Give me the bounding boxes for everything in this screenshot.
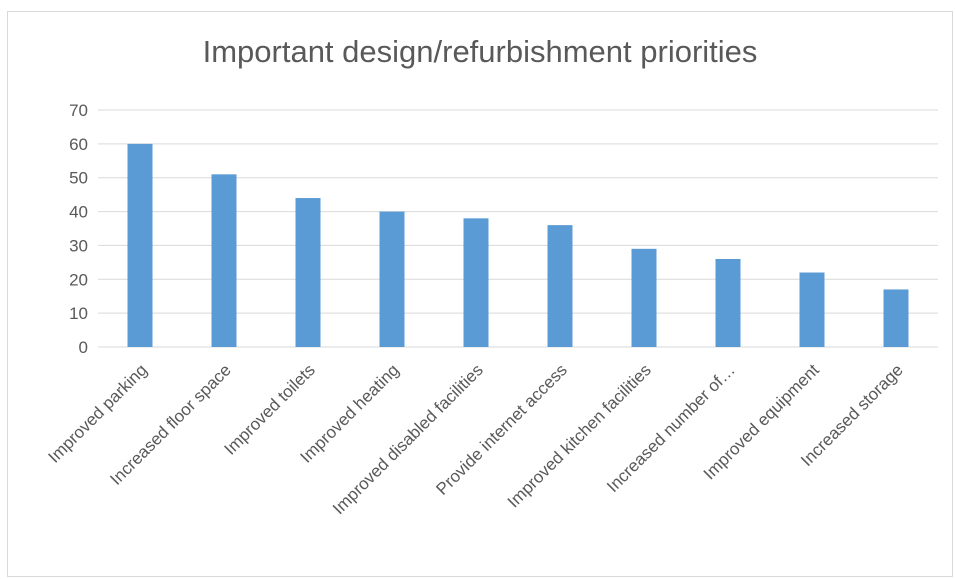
bar [715, 258, 741, 347]
y-tick-label: 10 [69, 304, 88, 323]
y-tick-label: 40 [69, 203, 88, 222]
y-tick-label: 70 [69, 101, 88, 120]
bar [547, 225, 573, 347]
x-category-label: Improved kitchen facilities [504, 360, 655, 511]
y-axis-ticks: 0 10 20 30 40 50 60 70 [69, 101, 88, 357]
x-category-label: Improved toilets [221, 360, 319, 458]
gridlines [98, 109, 938, 348]
bar [631, 248, 657, 347]
bar [463, 218, 489, 347]
bar [883, 289, 909, 347]
bar [379, 211, 405, 347]
bar [295, 198, 321, 347]
chart-title: Important design/refurbishment prioritie… [202, 34, 758, 69]
bar [799, 272, 825, 347]
y-tick-label: 0 [79, 338, 88, 357]
y-tick-label: 60 [69, 135, 88, 154]
y-tick-label: 30 [69, 236, 88, 255]
x-category-label: Improved disabled facilities [329, 360, 487, 518]
bars [127, 143, 909, 347]
bar [211, 174, 237, 347]
y-tick-label: 50 [69, 169, 88, 188]
y-tick-label: 20 [69, 270, 88, 289]
bar [127, 143, 153, 347]
